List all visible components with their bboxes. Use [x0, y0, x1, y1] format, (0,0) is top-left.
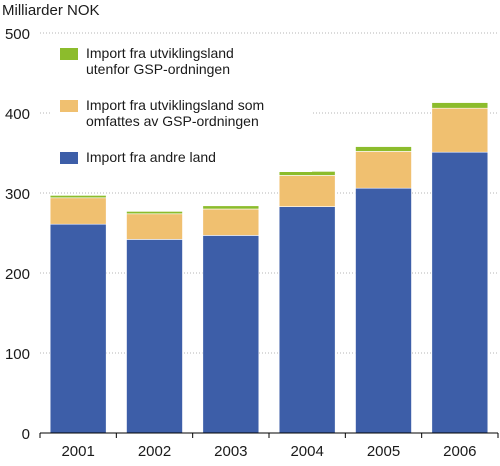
- y-tick-label: 0: [22, 426, 30, 443]
- bar-segment: [431, 102, 489, 109]
- bar-segment: [126, 213, 183, 240]
- bar-segment: [49, 197, 107, 225]
- bar-segment: [278, 175, 336, 207]
- bar-segment: [49, 223, 107, 434]
- y-tick-label: 500: [5, 26, 30, 43]
- bar-segment: [278, 206, 336, 434]
- bar-segment: [202, 235, 260, 434]
- x-tick-label: 2006: [443, 443, 476, 460]
- y-axis-ticks: 0 100 200 300 400 500: [5, 26, 30, 443]
- legend-background: [50, 42, 312, 172]
- legend-swatch: [60, 100, 78, 112]
- bar-segment: [202, 208, 260, 236]
- bar-segment: [49, 195, 107, 199]
- legend-label: Import fra utviklingsland: [86, 45, 234, 61]
- x-tick-label: 2002: [138, 443, 171, 460]
- x-tick-label: 2001: [61, 443, 94, 460]
- bar-segment: [126, 239, 183, 434]
- x-tick-label: 2004: [290, 443, 323, 460]
- legend-label: Import fra andre land: [86, 149, 216, 165]
- y-tick-label: 200: [5, 266, 30, 283]
- bars: [49, 102, 489, 434]
- bar-segment: [202, 205, 260, 210]
- x-axis-ticks: 2001 2002 2003 2004 2005 2006: [39, 433, 499, 460]
- legend-label: utenfor GSP-ordningen: [86, 61, 230, 77]
- legend-swatch: [60, 48, 78, 60]
- legend-swatch: [60, 152, 78, 164]
- bar-segment: [431, 107, 489, 153]
- y-tick-label: 100: [5, 346, 30, 363]
- bar-segment: [355, 146, 412, 152]
- y-tick-label: 300: [5, 186, 30, 203]
- bar-segment: [355, 187, 412, 434]
- x-tick-label: 2003: [214, 443, 247, 460]
- bar-segment: [431, 151, 489, 434]
- x-tick-label: 2005: [367, 443, 400, 460]
- legend-label: omfattes av GSP-ordningen: [86, 113, 259, 129]
- legend-label: Import fra utviklingsland som: [86, 97, 264, 113]
- y-axis-label: Milliarder NOK: [2, 2, 100, 19]
- bar-segment: [355, 151, 412, 189]
- y-tick-label: 400: [5, 106, 30, 123]
- bar-segment: [126, 211, 183, 215]
